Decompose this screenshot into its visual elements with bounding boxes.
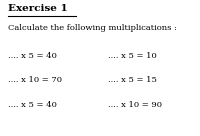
Text: .... x 5 = 15: .... x 5 = 15: [108, 76, 157, 84]
Text: Calculate the following multiplications :: Calculate the following multiplications …: [8, 24, 177, 33]
Text: .... x 5 = 40: .... x 5 = 40: [8, 52, 57, 60]
Text: .... x 10 = 70: .... x 10 = 70: [8, 76, 62, 84]
Text: .... x 5 = 40: .... x 5 = 40: [8, 101, 57, 109]
Text: .... x 5 = 10: .... x 5 = 10: [108, 52, 157, 60]
Text: .... x 10 = 90: .... x 10 = 90: [108, 101, 162, 109]
Text: Exercise 1: Exercise 1: [8, 4, 68, 13]
